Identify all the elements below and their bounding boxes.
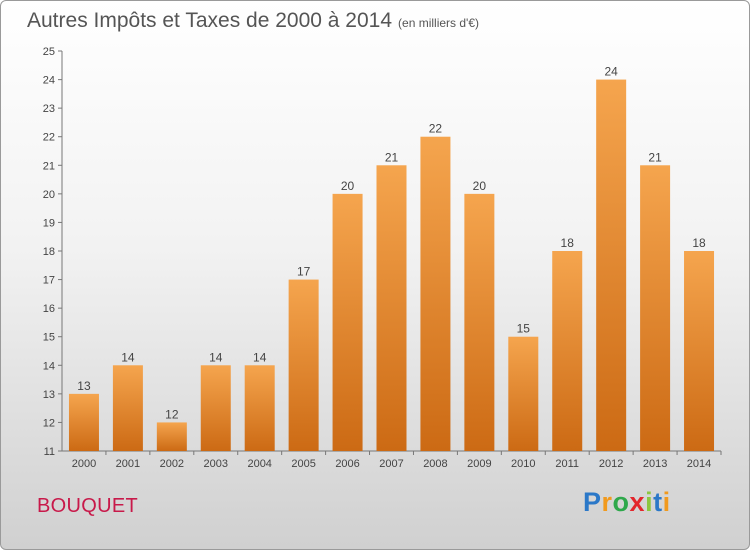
y-tick-label: 19	[43, 217, 55, 229]
bar-value-label: 17	[297, 265, 311, 279]
y-tick-label: 13	[43, 389, 55, 401]
logo-letter: P	[583, 487, 602, 517]
bar	[376, 165, 407, 452]
commune-name: BOUQUET	[37, 495, 138, 517]
logo-letter: r	[601, 487, 613, 517]
bar	[684, 251, 715, 451]
bar-value-label: 13	[77, 379, 91, 393]
y-tick-label: 16	[43, 303, 55, 315]
bar-value-label: 14	[253, 350, 267, 364]
x-tick-label: 2001	[116, 458, 140, 470]
bar	[464, 193, 495, 451]
logo-letter: i	[645, 487, 654, 517]
bar-value-label: 12	[165, 407, 179, 421]
x-tick-label: 2004	[247, 458, 271, 470]
chart-title-text: Autres Impôts et Taxes de 2000 à 2014	[27, 9, 393, 32]
bar-value-label: 15	[517, 322, 531, 336]
x-tick-label: 2013	[643, 458, 667, 470]
x-tick-label: 2011	[555, 458, 579, 470]
y-tick-label: 20	[43, 189, 55, 201]
y-tick-label: 24	[43, 75, 55, 87]
bar	[244, 365, 275, 451]
y-tick-label: 11	[44, 446, 55, 458]
y-tick-label: 17	[43, 275, 55, 287]
x-tick-label: 2007	[379, 458, 403, 470]
x-tick-label: 2014	[687, 458, 711, 470]
logo-letter: x	[629, 487, 646, 517]
chart-subtitle: (en milliers d'€)	[398, 16, 480, 30]
x-tick-label: 2002	[160, 458, 184, 470]
bar-value-label: 24	[604, 65, 618, 79]
bar-value-label: 14	[209, 350, 223, 364]
x-tick-label: 2008	[423, 458, 447, 470]
bar-value-label: 20	[341, 179, 355, 193]
bar	[288, 279, 319, 451]
bar	[420, 136, 451, 451]
bar	[640, 165, 671, 452]
y-tick-label: 14	[43, 360, 55, 372]
y-tick-label: 21	[43, 160, 55, 172]
bar-value-label: 18	[561, 236, 575, 250]
x-tick-label: 2009	[467, 458, 491, 470]
x-tick-label: 2003	[204, 458, 228, 470]
y-tick-label: 18	[43, 246, 55, 258]
x-tick-label: 2006	[335, 458, 359, 470]
bar-value-label: 21	[385, 150, 399, 164]
logo-letter: i	[662, 487, 671, 517]
x-tick-label: 2010	[511, 458, 535, 470]
y-tick-label: 25	[43, 46, 55, 58]
bar	[508, 336, 539, 451]
x-tick-label: 2012	[599, 458, 623, 470]
bar-value-label: 20	[473, 179, 487, 193]
y-tick-label: 12	[43, 417, 55, 429]
y-tick-label: 15	[43, 332, 55, 344]
bar-value-label: 14	[121, 350, 135, 364]
bar	[112, 365, 143, 451]
bar	[156, 422, 187, 451]
bar	[200, 365, 231, 451]
proxiti-logo: Proxiti	[583, 487, 671, 518]
x-tick-label: 2000	[72, 458, 96, 470]
bar-value-label: 18	[692, 236, 706, 250]
bar	[332, 193, 363, 451]
bar-value-label: 22	[429, 122, 443, 136]
y-tick-label: 22	[43, 132, 55, 144]
chart-title: Autres Impôts et Taxes de 2000 à 2014 (en…	[27, 9, 479, 33]
bar-value-label: 21	[648, 150, 662, 164]
y-tick-label: 23	[43, 103, 55, 115]
bar	[596, 79, 627, 452]
bar	[68, 393, 99, 451]
logo-letter: o	[612, 487, 630, 517]
bar	[552, 251, 583, 451]
x-tick-label: 2005	[291, 458, 315, 470]
logo-letter: t	[653, 487, 663, 517]
